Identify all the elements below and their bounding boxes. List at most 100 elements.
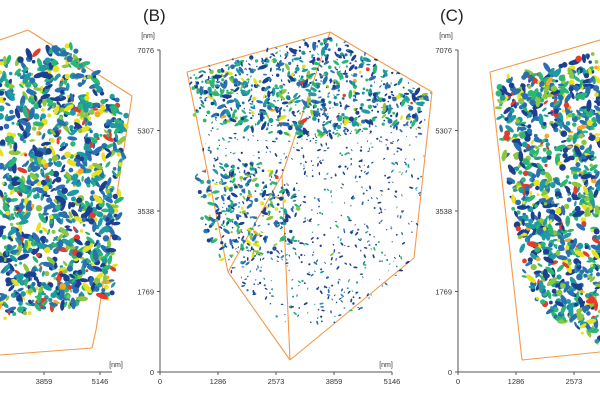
panel-b-sparse-particle bbox=[409, 126, 412, 129]
panel-b-sparse-particle bbox=[292, 187, 295, 191]
panel-a-particle bbox=[13, 273, 25, 279]
panel-b-sparse-particle bbox=[254, 198, 257, 200]
panel-b-sparse-particle bbox=[242, 201, 245, 205]
panel-a-particle bbox=[3, 123, 10, 130]
panel-b-sparse-particle bbox=[298, 86, 300, 88]
panel-b-mid-particle bbox=[211, 179, 215, 182]
panel-b-sparse-particle bbox=[415, 136, 418, 138]
panel-a-particle bbox=[10, 244, 17, 251]
panel-a-particle bbox=[12, 312, 17, 316]
panel-b-mid-particle bbox=[231, 164, 235, 169]
panel-c-particle bbox=[596, 184, 600, 191]
panel-c-particle bbox=[544, 163, 548, 167]
panel-a-particle bbox=[1, 234, 7, 240]
panel-b-mid-particle bbox=[249, 227, 254, 231]
panel-a-particle bbox=[52, 170, 60, 178]
panel-b-sparse-particle bbox=[378, 222, 381, 224]
panel-a-particle bbox=[114, 133, 119, 141]
panel-b-sparse-particle bbox=[250, 88, 253, 92]
panel-c-particle bbox=[585, 111, 593, 118]
panel-a-particle bbox=[38, 132, 42, 136]
panel-b-top-particle bbox=[358, 63, 364, 69]
panel-b-top-particle bbox=[275, 119, 280, 122]
panel-b-top-particle bbox=[199, 74, 204, 78]
panel-b-sparse-particle bbox=[376, 100, 380, 102]
panel-b-top-particle bbox=[369, 119, 374, 126]
panel-c-particle bbox=[542, 93, 549, 100]
panel-a-particle bbox=[0, 90, 5, 96]
panel-a-particle bbox=[103, 284, 109, 290]
panel-b-sparse-particle bbox=[381, 106, 383, 108]
panel-b-top-particle bbox=[251, 111, 255, 115]
panel-b-top-particle bbox=[260, 122, 267, 131]
panel-a-particle bbox=[102, 134, 114, 142]
panel-b-sparse-particle bbox=[284, 313, 286, 316]
panel-c-particle bbox=[520, 83, 526, 92]
panel-a-particle bbox=[117, 188, 122, 198]
panel-c-particle bbox=[521, 74, 527, 80]
panel-b-top-particle bbox=[195, 81, 200, 85]
panel-a-particle bbox=[94, 232, 102, 237]
panel-c-particle bbox=[569, 166, 582, 172]
panel-b-top-particle bbox=[263, 73, 267, 76]
panel-b-top-particle bbox=[276, 73, 280, 77]
panel-b-sparse-particle bbox=[223, 202, 225, 205]
panel-a-particle bbox=[6, 197, 12, 203]
panel-a-particle bbox=[78, 278, 89, 283]
panel-a-particle bbox=[18, 122, 24, 131]
panel-b-sparse-particle bbox=[320, 315, 323, 318]
panel-a-particle bbox=[18, 118, 29, 126]
panel-b-sparse-particle bbox=[325, 49, 329, 51]
panel-c-particle bbox=[569, 313, 579, 322]
panel-b-mid-particle bbox=[248, 199, 254, 202]
panel-b-top-particle bbox=[293, 57, 301, 61]
panel-b-sparse-particle bbox=[396, 147, 401, 150]
panel-a-particle bbox=[28, 107, 35, 120]
panel-b-sparse-particle bbox=[337, 280, 340, 285]
panel-b-top-particle bbox=[312, 110, 319, 116]
panel-b-sparse-particle bbox=[342, 171, 345, 176]
panel-a-particle bbox=[12, 133, 16, 138]
panel-c-particle bbox=[594, 171, 600, 180]
panel-a-particle bbox=[92, 265, 103, 272]
panel-b-sparse-particle bbox=[276, 99, 280, 102]
panel-a-particle bbox=[58, 267, 67, 271]
panel-b-sparse-particle bbox=[339, 152, 342, 155]
panel-b-sparse-particle bbox=[240, 62, 243, 67]
panel-b-top-particle bbox=[381, 122, 385, 126]
panel-a-particle bbox=[105, 247, 117, 253]
panel-b-top-particle bbox=[321, 105, 328, 112]
panel-c-particle bbox=[580, 269, 585, 274]
panel-b-sparse-particle bbox=[304, 160, 307, 163]
panel-b-sparse-particle bbox=[269, 91, 274, 94]
panel-b-top-particle bbox=[365, 88, 369, 92]
panel-b-mid-particle bbox=[214, 238, 217, 241]
panel-b-sparse-particle bbox=[399, 215, 402, 219]
panel-a-particle bbox=[94, 180, 101, 188]
panel-c-particle bbox=[592, 289, 598, 295]
panel-c-particle bbox=[573, 200, 577, 207]
panel-b-top-particle bbox=[234, 86, 240, 93]
panel-b-top-particle bbox=[320, 47, 325, 56]
panel-c-particle bbox=[590, 264, 594, 267]
panel-b-sparse-particle bbox=[358, 307, 362, 310]
panel-b-sparse-particle bbox=[354, 60, 357, 63]
panel-b-sparse-particle bbox=[364, 223, 366, 225]
panel-b-sparse-particle bbox=[417, 97, 419, 99]
panel-b-top-particle bbox=[283, 131, 290, 136]
panel-a-particle bbox=[72, 73, 85, 79]
panel-b-mid-particle bbox=[231, 177, 236, 184]
panel-b-sparse-particle bbox=[395, 206, 398, 209]
panel-c-particle bbox=[589, 164, 598, 172]
panel-b-sparse-particle bbox=[299, 57, 302, 60]
panel-b-sparse-particle bbox=[315, 259, 319, 263]
panel-b-sparse-particle bbox=[299, 242, 304, 245]
panel-a-particle bbox=[49, 97, 57, 101]
panel-a-particle bbox=[36, 222, 42, 233]
panel-a-particle bbox=[80, 61, 91, 66]
panel-b-sparse-particle bbox=[394, 161, 397, 164]
panel-b-sparse-particle bbox=[281, 98, 283, 101]
panel-b-sparse-particle bbox=[236, 139, 239, 141]
panel-b-sparse-particle bbox=[338, 112, 340, 114]
panel-c-particle bbox=[494, 106, 502, 110]
